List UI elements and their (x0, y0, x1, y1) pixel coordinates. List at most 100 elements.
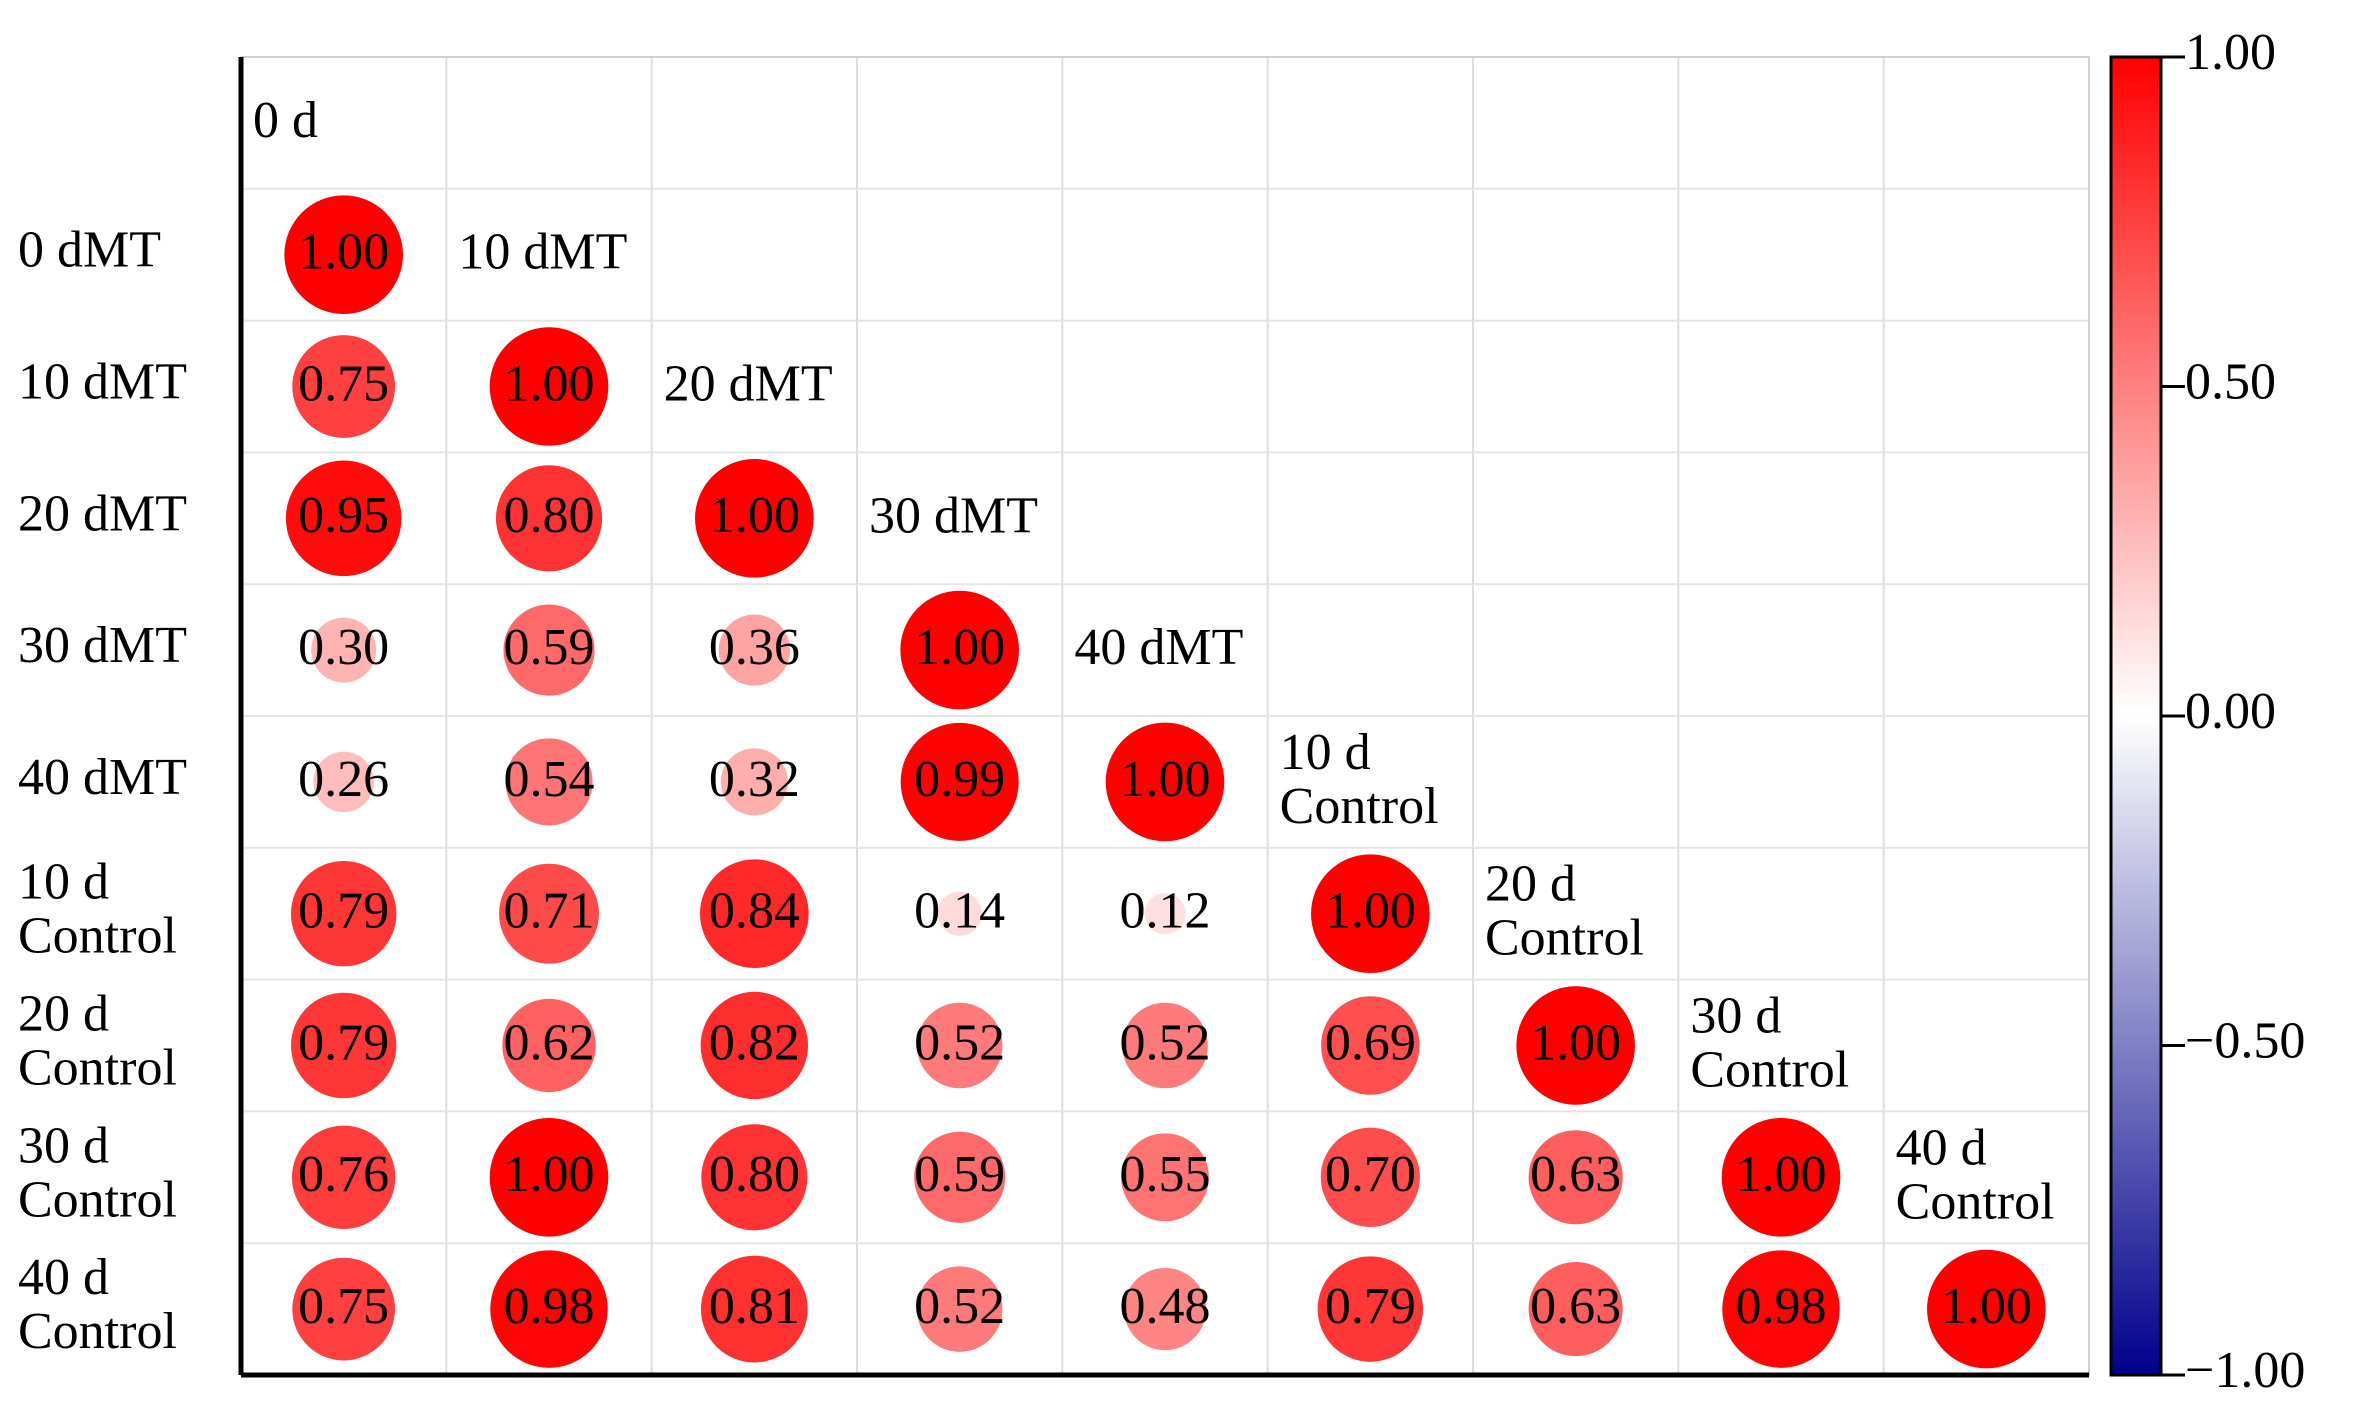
correlation-circle (900, 590, 1019, 710)
row-label: 40 d Control (18, 1249, 177, 1360)
row-label-line: 30 dMT (18, 617, 187, 674)
value-label: 0.12 (1120, 883, 1211, 940)
correlation-circle (1516, 986, 1635, 1105)
value-label: 0.52 (1120, 1014, 1211, 1071)
column-label-line: Control (1485, 910, 1644, 967)
colorbar-tick-label: 0.00 (2185, 683, 2276, 740)
row-label-line: Control (18, 908, 177, 965)
value-label: 0.59 (504, 619, 595, 676)
correlation-circle (490, 1250, 608, 1368)
column-label: 0 d (253, 92, 318, 149)
column-label-line: 10 d (1280, 724, 1371, 781)
row-label-line: Control (18, 1039, 177, 1096)
correlation-circle (1144, 893, 1186, 935)
row-label-line: 30 d (18, 1117, 109, 1174)
correlation-circle (695, 458, 814, 578)
value-label: 1.00 (1325, 883, 1416, 940)
value-label: 0.70 (1325, 1146, 1416, 1203)
value-label: 0.55 (1120, 1146, 1211, 1203)
column-label: 10 d Control (1280, 724, 1439, 835)
correlation-circle (290, 992, 397, 1099)
correlation-circle (1122, 1002, 1208, 1089)
value-label: 1.00 (504, 1146, 595, 1203)
column-label-line: 0 d (253, 92, 318, 149)
column-label-line: 10 dMT (458, 224, 627, 281)
correlation-circle (1320, 1127, 1420, 1227)
value-label: 1.00 (709, 487, 800, 544)
correlation-circle (699, 859, 809, 969)
correlation-circle (292, 335, 396, 438)
column-label-line: 30 dMT (869, 487, 1038, 544)
column-label-line: Control (1690, 1041, 1849, 1098)
value-label: 0.26 (298, 751, 389, 808)
correlation-circle (1721, 1117, 1841, 1237)
value-label: 0.76 (298, 1146, 389, 1203)
correlation-circle (1317, 1256, 1424, 1362)
row-label-line: 10 dMT (18, 353, 187, 410)
row-label: 30 dMT (18, 617, 187, 674)
colorbar-tick-label: −1.00 (2185, 1342, 2305, 1399)
row-label-line: Control (18, 1171, 177, 1228)
row-label-line: 20 dMT (18, 485, 187, 542)
value-label: 0.80 (504, 487, 595, 544)
correlation-circle (290, 860, 397, 967)
correlation-circle (914, 1131, 1006, 1223)
value-label: 0.82 (709, 1014, 800, 1071)
column-label-line: 30 d (1690, 987, 1781, 1044)
row-label: 20 d Control (18, 985, 177, 1096)
row-label-line: 20 d (18, 985, 109, 1042)
correlation-circle (285, 460, 402, 577)
correlation-circle (292, 1257, 396, 1361)
value-label: 0.48 (1120, 1278, 1211, 1335)
correlation-circle (1311, 854, 1430, 974)
value-label: 1.00 (1120, 751, 1211, 808)
correlation-circle (700, 991, 809, 1100)
column-label-line: 20 dMT (664, 355, 833, 412)
correlation-circle (1123, 1268, 1207, 1351)
column-label-line: 40 dMT (1074, 619, 1243, 676)
colorbar (2109, 55, 2163, 1377)
correlation-circle (1528, 1130, 1623, 1225)
value-label: 0.36 (709, 619, 800, 676)
correlation-circle (284, 195, 403, 315)
value-label: 0.99 (914, 751, 1005, 808)
correlation-circle (1927, 1249, 2046, 1369)
value-label: 0.62 (504, 1014, 595, 1071)
value-label: 0.75 (298, 1278, 389, 1335)
value-label: 0.79 (298, 1014, 389, 1071)
correlation-circle (505, 738, 593, 826)
correlation-circle (701, 1124, 808, 1231)
row-label: 0 dMT (18, 222, 161, 279)
value-label: 1.00 (914, 619, 1005, 676)
value-label: 0.75 (298, 355, 389, 412)
row-label-line: 10 d (18, 854, 109, 911)
value-label: 0.95 (298, 487, 389, 544)
correlation-circle (1528, 1262, 1623, 1357)
correlation-circle (311, 617, 377, 683)
value-label: 0.63 (1530, 1278, 1621, 1335)
column-label: 40 dMT (1074, 619, 1243, 676)
row-label-line: 0 dMT (18, 222, 161, 279)
value-label: 0.54 (504, 751, 595, 808)
value-label: 0.52 (914, 1278, 1005, 1335)
correlation-circle (916, 1266, 1003, 1352)
row-label-line: 40 dMT (18, 749, 187, 806)
value-label: 0.98 (504, 1278, 595, 1335)
correlation-circle (489, 1117, 609, 1237)
value-label: 0.52 (914, 1014, 1005, 1071)
value-label: 0.79 (1325, 1278, 1416, 1335)
correlation-circle (503, 604, 595, 696)
row-label-line: Control (18, 1303, 177, 1360)
correlation-circle (495, 465, 603, 572)
correlation-circle (499, 863, 599, 964)
correlation-circle (718, 614, 790, 686)
correlation-circle (700, 1255, 808, 1363)
correlation-circle (916, 1002, 1003, 1089)
column-label: 10 dMT (458, 224, 627, 281)
value-label: 0.69 (1325, 1014, 1416, 1071)
value-label: 1.00 (298, 224, 389, 281)
correlation-circle (720, 748, 788, 816)
column-label: 20 dMT (664, 355, 833, 412)
